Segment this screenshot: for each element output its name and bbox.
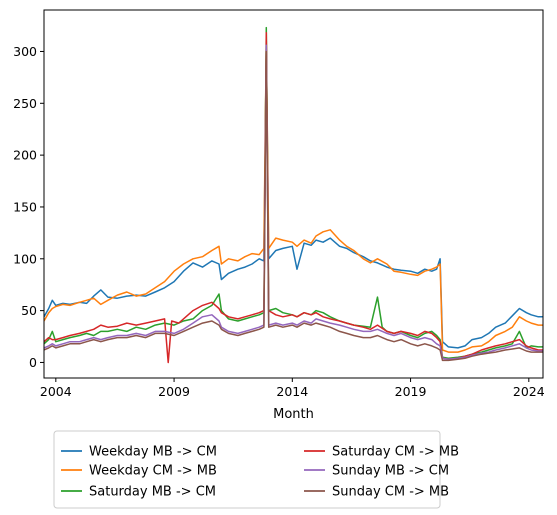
legend: Weekday MB -> CM Weekday CM -> MB Saturday… (53, 430, 459, 509)
legend-label: Saturday CM -> MB (332, 445, 459, 460)
y-tick-label: 300 (13, 44, 37, 59)
series-line-3 (44, 26, 543, 360)
series-line-2 (44, 40, 543, 353)
series-line-4 (44, 32, 543, 364)
x-axis-title: Month (273, 407, 314, 422)
legend-label: Weekday MB -> CM (89, 445, 217, 460)
y-tick-label: 250 (13, 96, 37, 111)
legend-label: Weekday CM -> MB (89, 464, 217, 479)
series-line-5 (44, 44, 543, 361)
legend-label: Sunday CM -> MB (332, 485, 449, 500)
legend-label: Sunday MB -> CM (332, 464, 449, 479)
x-tick-label: 2014 (276, 384, 308, 399)
y-tick-label: 150 (13, 199, 37, 214)
y-axis-ticks: 0 50 100 150 200 250 300 (13, 44, 44, 370)
y-tick-label: 50 (21, 303, 37, 318)
x-tick-label: 2019 (395, 384, 427, 399)
x-tick-label: 2024 (513, 384, 545, 399)
y-tick-label: 200 (13, 148, 37, 163)
series-line-6 (44, 50, 543, 362)
x-axis-ticks: 2004 2009 2014 2019 2024 (40, 378, 545, 399)
y-tick-label: 100 (13, 251, 37, 266)
series-line-1 (44, 45, 543, 349)
x-tick-label: 2004 (40, 384, 72, 399)
y-tick-label: 0 (29, 355, 37, 370)
legend-box (53, 430, 441, 509)
series-lines (44, 26, 543, 364)
legend-label: Saturday MB -> CM (89, 485, 216, 500)
x-tick-label: 2009 (158, 384, 190, 399)
plot-area-frame (43, 9, 544, 379)
